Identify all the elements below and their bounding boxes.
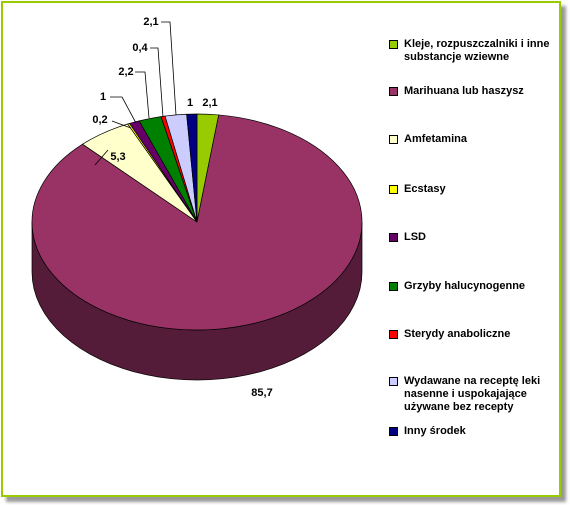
data-label: 2,1: [202, 97, 217, 109]
legend-label: Kleje, rozpuszczalniki i inne substancje…: [404, 38, 550, 63]
leader-line: [94, 149, 109, 166]
data-label: 1: [187, 97, 193, 109]
legend-label: Wydawane na receptę leki nasenne i uspok…: [404, 375, 541, 413]
legend-label: Grzyby halucynogenne: [404, 280, 526, 292]
legend-swatch: [389, 330, 398, 339]
legend-item: Amfetamina: [389, 133, 554, 146]
leader-line: [161, 21, 177, 116]
legend-item: Sterydy anaboliczne: [389, 328, 554, 341]
leader-line: [135, 71, 150, 119]
legend-swatch: [389, 377, 398, 386]
data-label: 0,2: [92, 114, 107, 126]
legend-item: Wydawane na receptę leki nasenne i uspok…: [389, 375, 554, 414]
legend-item: Ecstasy: [389, 183, 554, 196]
legend-swatch: [389, 185, 398, 194]
legend-swatch: [389, 40, 398, 49]
data-label: 2,2: [118, 66, 133, 78]
data-label: 0,4: [132, 42, 148, 54]
legend-swatch: [389, 87, 398, 96]
legend-swatch: [389, 135, 398, 144]
data-label: 85,7: [251, 387, 272, 399]
leader-line: [111, 120, 132, 129]
legend-item: Kleje, rozpuszczalniki i inne substancje…: [389, 38, 554, 64]
leader-line: [150, 47, 164, 118]
leader-line: [110, 96, 137, 124]
legend-item: Grzyby halucynogenne: [389, 280, 554, 293]
legend-swatch: [389, 282, 398, 291]
legend-item: Inny środek: [389, 425, 554, 438]
data-label: 1: [100, 91, 106, 103]
data-label: 5,3: [110, 151, 125, 163]
slice: [186, 113, 198, 223]
legend-label: LSD: [404, 231, 426, 243]
data-label: 2,1: [143, 16, 158, 28]
legend-swatch: [389, 233, 398, 242]
legend-label: Amfetamina: [404, 133, 467, 145]
legend-label: Sterydy anaboliczne: [404, 328, 511, 340]
legend-label: Marihuana lub haszysz: [404, 85, 524, 97]
legend-label: Ecstasy: [404, 183, 446, 195]
legend-item: Marihuana lub haszysz: [389, 85, 554, 98]
legend-label: Inny środek: [404, 425, 466, 437]
legend-swatch: [389, 427, 398, 436]
slice: [31, 114, 363, 331]
legend-item: LSD: [389, 231, 554, 244]
